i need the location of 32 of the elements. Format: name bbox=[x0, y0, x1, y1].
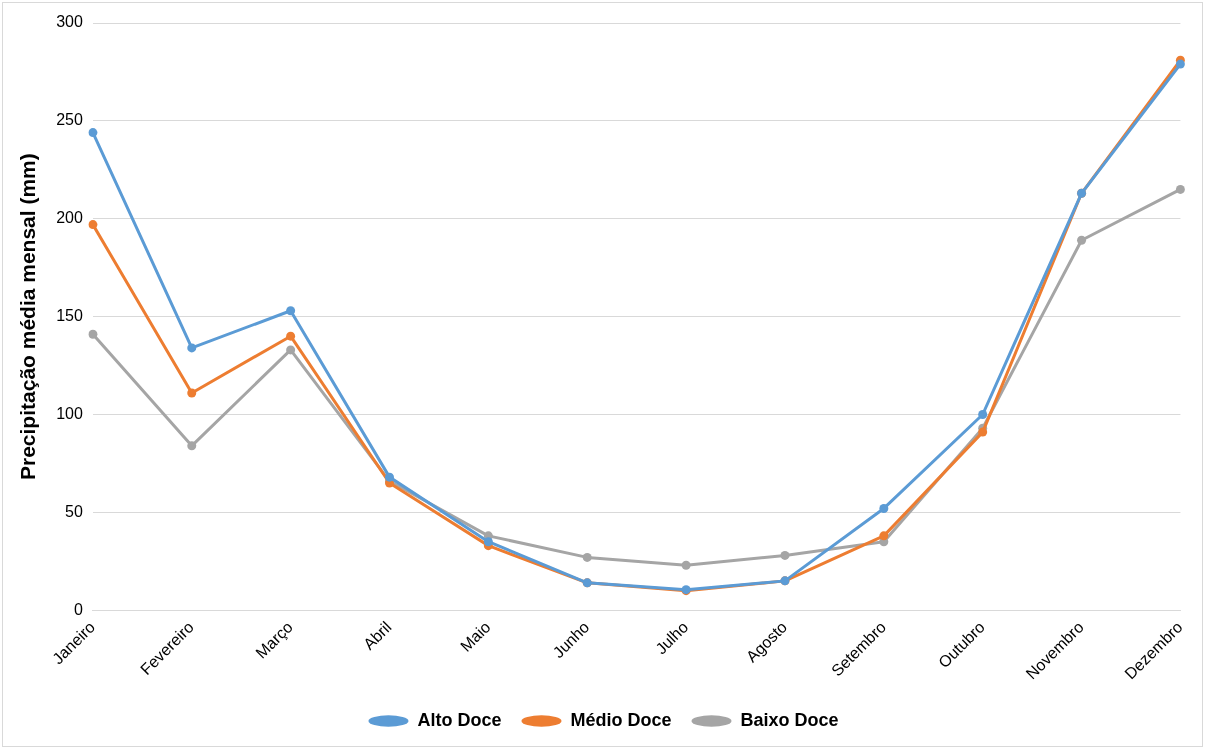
point bbox=[88, 220, 98, 230]
point bbox=[483, 537, 493, 547]
point bbox=[879, 531, 889, 541]
point bbox=[978, 409, 988, 419]
point bbox=[88, 329, 98, 339]
y-axis-title: Precipitação média mensal (mm) bbox=[16, 153, 40, 481]
y-tick-label: 250 bbox=[56, 111, 83, 129]
legend-label: Médio Doce bbox=[570, 709, 672, 730]
y-tick-label: 200 bbox=[56, 209, 83, 227]
point bbox=[780, 550, 790, 560]
y-tick-label: 150 bbox=[56, 307, 83, 325]
point bbox=[978, 427, 988, 437]
point bbox=[879, 503, 889, 513]
point bbox=[187, 388, 197, 398]
y-tick-label: 300 bbox=[56, 13, 83, 31]
point bbox=[286, 331, 296, 341]
legend-label: Baixo Doce bbox=[740, 709, 839, 730]
point bbox=[286, 345, 296, 355]
y-tick-label: 50 bbox=[65, 502, 83, 520]
point bbox=[681, 560, 691, 570]
point bbox=[286, 306, 296, 316]
point bbox=[187, 343, 197, 353]
point bbox=[582, 552, 592, 562]
y-tick-label: 0 bbox=[73, 600, 83, 618]
point bbox=[1175, 184, 1185, 194]
point bbox=[1077, 235, 1087, 245]
legend-label: Alto Doce bbox=[417, 709, 502, 730]
point bbox=[384, 472, 394, 482]
point bbox=[88, 128, 98, 138]
y-tick-label: 100 bbox=[56, 404, 83, 422]
point bbox=[1175, 59, 1185, 69]
point bbox=[187, 441, 197, 451]
